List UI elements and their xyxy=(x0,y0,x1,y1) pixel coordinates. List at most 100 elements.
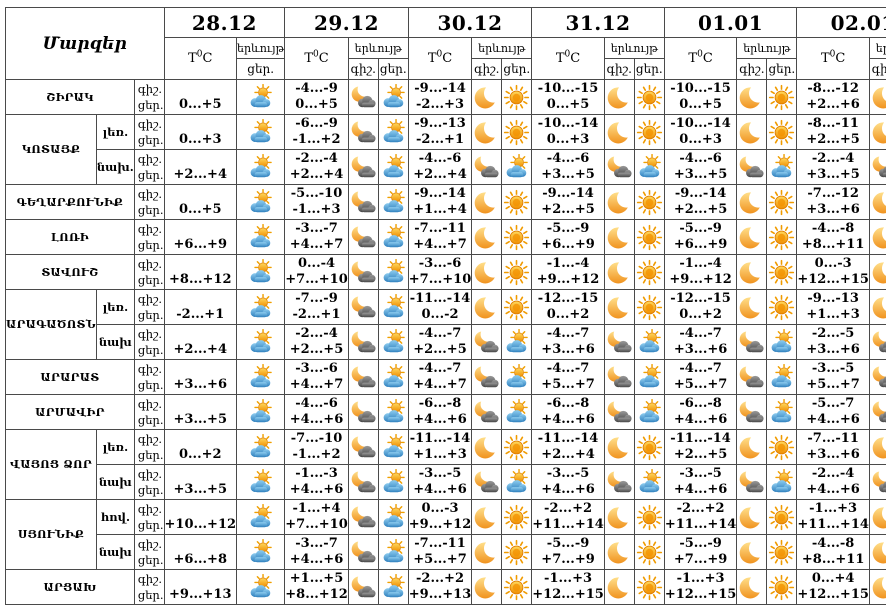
phenomenon-icon-cell xyxy=(737,115,767,150)
daypart-labels-cell: գիշ.ցեր. xyxy=(134,395,164,430)
phenomenon-icon-cell xyxy=(767,255,797,290)
phenomenon-icon-cell xyxy=(348,220,378,255)
day-temp: +3...+5 xyxy=(532,167,604,183)
night-temp: +1...+5 xyxy=(285,571,348,587)
phenomenon-icon-cell xyxy=(502,395,532,430)
phenomenon-header: երևույթ xyxy=(348,38,408,59)
daypart-labels-cell: գիշ.ցեր. xyxy=(134,80,164,115)
phenomenon-icon-cell xyxy=(472,570,502,605)
day-temp: +7...+10 xyxy=(285,517,348,533)
night-temp: -4...-7 xyxy=(665,326,737,342)
night-temp: -6...-8 xyxy=(409,396,472,412)
day-temp: +6...+9 xyxy=(532,237,604,253)
date-header: 29.12 xyxy=(285,8,409,38)
night-temp: -2...+2 xyxy=(532,501,604,517)
phenomenon-icon-cell xyxy=(378,220,408,255)
sun-cloud-icon xyxy=(379,399,408,426)
sun-cloud-icon xyxy=(502,329,531,356)
day-subheader: ցեր. xyxy=(237,59,285,80)
phenomenon-icon-cell xyxy=(472,150,502,185)
moon-icon xyxy=(472,259,501,286)
phenomenon-icon-cell xyxy=(237,80,285,115)
temperature-cell: -9...-14+1...+4 xyxy=(408,185,472,220)
phenomenon-icon-cell xyxy=(737,185,767,220)
phenomenon-icon-cell xyxy=(378,430,408,465)
sun-cloud-icon xyxy=(635,399,664,426)
phenomenon-icon-cell xyxy=(378,395,408,430)
moon-icon xyxy=(472,119,501,146)
sun-cloud-icon xyxy=(767,329,796,356)
temperature-cell: -11...-14+2...+5 xyxy=(664,430,737,465)
sun-icon xyxy=(767,259,796,286)
temperature-cell: -2...+2+11...+14 xyxy=(532,500,605,535)
sun-cloud-icon xyxy=(502,469,531,496)
night-temp xyxy=(165,81,237,97)
phenomenon-icon-cell xyxy=(737,535,767,570)
phenomenon-icon-cell xyxy=(634,150,664,185)
day-temp: +1...+3 xyxy=(797,307,869,323)
phenomenon-icon-cell xyxy=(502,325,532,360)
day-temp: 0...+3 xyxy=(532,132,604,148)
phenomenon-icon-cell xyxy=(604,255,634,290)
night-temp: -2...-4 xyxy=(797,151,869,167)
phenomenon-header: երևույթ xyxy=(869,38,886,59)
phenomenon-icon-cell xyxy=(348,290,378,325)
phenomenon-icon-cell xyxy=(472,360,502,395)
zone-label-cell: հով. xyxy=(96,500,134,535)
phenomenon-icon-cell xyxy=(378,500,408,535)
phenomenon-icon-cell xyxy=(237,255,285,290)
moon-icon xyxy=(870,189,886,216)
phenomenon-icon-cell xyxy=(767,220,797,255)
sun-icon xyxy=(767,189,796,216)
night-row-label: գիշ. xyxy=(135,536,164,552)
sun-cloud-icon xyxy=(767,364,796,391)
temp-label: T xyxy=(428,51,437,66)
night-temp xyxy=(165,291,237,307)
sun-cloud-icon xyxy=(246,224,275,251)
night-row-label: գիշ. xyxy=(135,291,164,307)
day-subheader: ցեր. xyxy=(634,59,664,80)
phenomenon-icon-cell xyxy=(869,115,886,150)
temp-unit: C xyxy=(570,51,580,66)
day-temp: +2...+4 xyxy=(532,447,604,463)
day-temp: 0...+2 xyxy=(165,447,237,463)
day-temp: +3...+6 xyxy=(797,342,869,358)
moon-cloud-icon xyxy=(349,329,378,356)
temperature-cell: -8...-11+2...+5 xyxy=(797,115,870,150)
sun-icon xyxy=(502,574,531,601)
temperature-cell: -9...-14+2...+5 xyxy=(532,185,605,220)
phenomenon-icon-cell xyxy=(869,465,886,500)
day-temp: +6...+8 xyxy=(165,552,237,568)
day-temp: +12...+15 xyxy=(797,272,869,288)
sun-icon xyxy=(502,119,531,146)
temperature-cell: -1...-4+9...+12 xyxy=(532,255,605,290)
day-temp: +2...+5 xyxy=(532,202,604,218)
moon-cloud-icon xyxy=(605,399,634,426)
night-temp: -9...-14 xyxy=(409,186,472,202)
temp-unit: C xyxy=(703,51,713,66)
phenomenon-icon-cell xyxy=(604,115,634,150)
night-temp: -1...-4 xyxy=(665,256,737,272)
moon-cloud-icon xyxy=(349,364,378,391)
moon-icon xyxy=(737,434,766,461)
moon-cloud-icon xyxy=(870,364,886,391)
moon-cloud-icon xyxy=(472,364,501,391)
night-temp: -3...-7 xyxy=(285,536,348,552)
night-temp: -2...-4 xyxy=(285,326,348,342)
night-temp: -1...-4 xyxy=(532,256,604,272)
phenomenon-icon-cell xyxy=(348,360,378,395)
temp-unit: C xyxy=(442,51,452,66)
night-temp xyxy=(165,431,237,447)
sun-cloud-icon xyxy=(635,364,664,391)
day-temp: 0...+3 xyxy=(665,132,737,148)
phenomenon-icon-cell xyxy=(237,395,285,430)
phenomenon-icon-cell xyxy=(502,430,532,465)
phenomenon-icon-cell xyxy=(767,185,797,220)
phenomenon-icon-cell xyxy=(869,80,886,115)
sun-icon xyxy=(635,224,664,251)
sun-icon xyxy=(635,84,664,111)
phenomenon-icon-cell xyxy=(604,465,634,500)
night-temp: -12...-15 xyxy=(532,291,604,307)
